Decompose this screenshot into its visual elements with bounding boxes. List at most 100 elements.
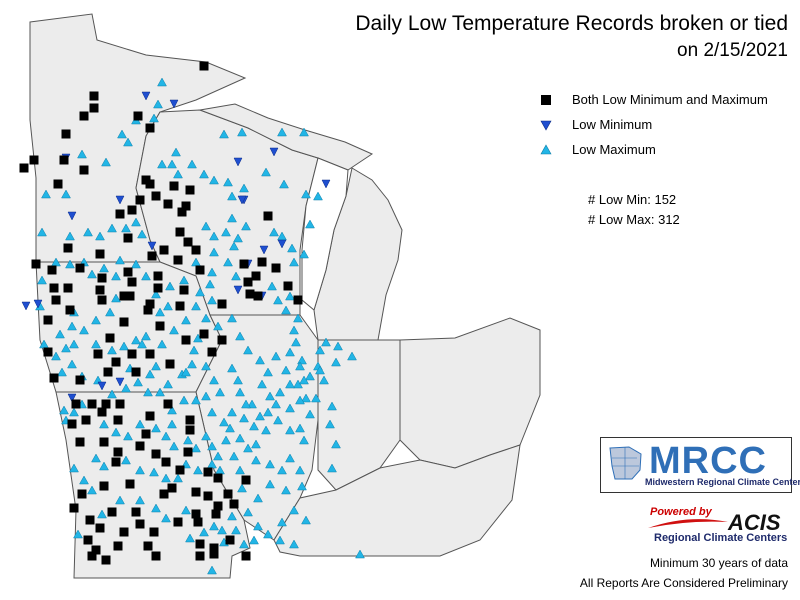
station-low-max-marker bbox=[205, 279, 215, 289]
station-low-max-marker bbox=[331, 439, 341, 449]
black-square-icon bbox=[541, 95, 551, 105]
station-both-marker bbox=[81, 415, 91, 425]
station-low-max-marker bbox=[107, 389, 117, 399]
station-low-max-marker bbox=[225, 423, 235, 433]
station-low-max-marker bbox=[233, 233, 243, 243]
station-low-min-marker bbox=[141, 91, 151, 101]
station-low-max-marker bbox=[201, 361, 211, 371]
station-both-marker bbox=[141, 429, 151, 439]
station-both-marker bbox=[199, 329, 209, 339]
station-low-max-marker bbox=[295, 465, 305, 475]
station-both-marker bbox=[125, 291, 135, 301]
station-both-marker bbox=[19, 163, 29, 173]
station-both-marker bbox=[101, 555, 111, 565]
station-both-marker bbox=[163, 399, 173, 409]
station-low-min-marker bbox=[259, 245, 269, 255]
station-low-max-marker bbox=[97, 509, 107, 519]
station-both-marker bbox=[95, 285, 105, 295]
station-both-marker bbox=[145, 411, 155, 421]
station-low-max-marker bbox=[297, 481, 307, 491]
station-both-marker bbox=[101, 399, 111, 409]
station-low-max-marker bbox=[273, 295, 283, 305]
station-low-min-marker bbox=[237, 195, 247, 205]
station-low-max-marker bbox=[331, 357, 341, 367]
station-both-marker bbox=[191, 245, 201, 255]
station-low-max-marker bbox=[237, 483, 247, 493]
station-low-max-marker bbox=[201, 313, 211, 323]
station-both-marker bbox=[99, 437, 109, 447]
station-low-min-marker bbox=[233, 157, 243, 167]
station-both-marker bbox=[69, 503, 79, 513]
station-low-min-marker bbox=[147, 241, 157, 251]
acis-logo: Powered by ACIS Regional Climate Centers bbox=[620, 502, 790, 552]
record-symbols bbox=[19, 61, 365, 575]
station-both-marker bbox=[47, 265, 57, 275]
station-low-max-marker bbox=[325, 419, 335, 429]
station-low-max-marker bbox=[107, 345, 117, 355]
station-low-max-marker bbox=[239, 183, 249, 193]
station-low-max-marker bbox=[235, 387, 245, 397]
station-both-marker bbox=[179, 285, 189, 295]
station-both-marker bbox=[143, 305, 153, 315]
station-low-max-marker bbox=[209, 521, 219, 531]
station-low-max-marker bbox=[115, 495, 125, 505]
station-low-max-marker bbox=[73, 529, 83, 539]
station-both-marker bbox=[195, 551, 205, 561]
station-both-marker bbox=[61, 129, 71, 139]
station-low-max-marker bbox=[285, 403, 295, 413]
station-low-max-marker bbox=[69, 339, 79, 349]
station-both-marker bbox=[155, 321, 165, 331]
station-low-max-marker bbox=[181, 505, 191, 515]
station-low-max-marker bbox=[167, 159, 177, 169]
blue-down-triangle-icon bbox=[540, 120, 552, 131]
station-low-max-marker bbox=[51, 351, 61, 361]
station-low-max-marker bbox=[263, 367, 273, 377]
station-low-max-marker bbox=[135, 419, 145, 429]
station-low-min-marker bbox=[115, 377, 125, 387]
station-both-marker bbox=[83, 535, 93, 545]
station-both-marker bbox=[185, 425, 195, 435]
station-both-marker bbox=[217, 335, 227, 345]
station-both-marker bbox=[127, 205, 137, 215]
station-low-max-marker bbox=[255, 411, 265, 421]
station-both-marker bbox=[257, 257, 267, 267]
station-both-marker bbox=[133, 111, 143, 121]
station-low-max-marker bbox=[301, 393, 311, 403]
station-both-marker bbox=[241, 551, 251, 561]
regional-climate-centers-text: Regional Climate Centers bbox=[654, 532, 788, 544]
station-both-marker bbox=[75, 437, 85, 447]
station-both-marker bbox=[113, 541, 123, 551]
station-both-marker bbox=[241, 475, 251, 485]
station-low-max-marker bbox=[247, 399, 257, 409]
lake-michigan bbox=[301, 157, 349, 311]
station-low-min-marker bbox=[321, 179, 331, 189]
station-both-marker bbox=[195, 539, 205, 549]
legend-label-both: Both Low Minimum and Maximum bbox=[572, 92, 768, 107]
station-low-max-marker bbox=[121, 223, 131, 233]
station-low-max-marker bbox=[229, 451, 239, 461]
station-low-max-marker bbox=[173, 473, 183, 483]
station-low-max-marker bbox=[55, 329, 65, 339]
station-low-max-marker bbox=[161, 473, 171, 483]
station-low-max-marker bbox=[91, 339, 101, 349]
station-low-max-marker bbox=[229, 241, 239, 251]
station-low-max-marker bbox=[201, 431, 211, 441]
station-low-max-marker bbox=[281, 305, 291, 315]
station-both-marker bbox=[119, 317, 129, 327]
station-both-marker bbox=[143, 541, 153, 551]
station-low-max-marker bbox=[241, 399, 251, 409]
station-both-marker bbox=[49, 283, 59, 293]
station-low-max-marker bbox=[115, 255, 125, 265]
footer-preliminary: All Reports Are Considered Preliminary bbox=[579, 576, 788, 590]
station-low-max-marker bbox=[263, 407, 273, 417]
station-low-max-marker bbox=[151, 361, 161, 371]
station-low-max-marker bbox=[167, 405, 177, 415]
station-both-marker bbox=[149, 527, 159, 537]
station-low-min-marker bbox=[97, 381, 107, 391]
station-low-max-marker bbox=[95, 231, 105, 241]
station-low-max-marker bbox=[153, 99, 163, 109]
station-low-max-marker bbox=[285, 347, 295, 357]
station-low-max-marker bbox=[191, 443, 201, 453]
station-both-marker bbox=[145, 349, 155, 359]
station-low-min-marker bbox=[33, 299, 43, 309]
